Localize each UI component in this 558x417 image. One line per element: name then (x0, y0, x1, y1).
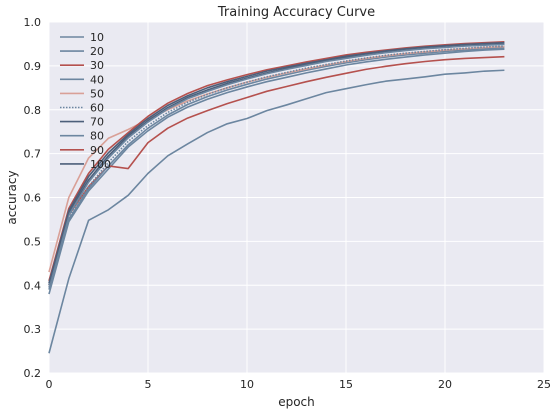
x-tick-label: 20 (438, 378, 452, 391)
legend-label-100: 100 (90, 158, 111, 171)
series-line-80 (48, 43, 505, 286)
y-tick-label: 0.2 (24, 367, 42, 380)
legend-label-80: 80 (90, 130, 104, 143)
x-axis-title: epoch (278, 395, 315, 409)
y-tick-label: 0.8 (24, 104, 42, 117)
legend-label-60: 60 (90, 102, 104, 115)
x-tick-label: 5 (145, 378, 152, 391)
legend-label-20: 20 (90, 45, 104, 58)
y-tick-label: 0.6 (24, 192, 42, 205)
y-tick-label: 1.0 (24, 16, 42, 29)
x-tick-label: 15 (339, 378, 353, 391)
x-tick-label: 0 (46, 378, 53, 391)
x-tick-label: 10 (240, 378, 254, 391)
legend-label-90: 90 (90, 144, 104, 157)
legend-label-70: 70 (90, 116, 104, 129)
series-line-90 (48, 40, 505, 282)
series-line-60 (48, 45, 505, 288)
legend-label-30: 30 (90, 59, 104, 72)
y-tick-label: 0.7 (24, 148, 42, 161)
x-tick-labels: 0 5 10 15 20 25 (46, 378, 552, 391)
legend-label-10: 10 (90, 31, 104, 44)
series-line-20 (48, 48, 505, 295)
y-tick-label: 0.9 (24, 60, 42, 73)
series-lines (48, 40, 505, 354)
x-tick-label: 25 (537, 378, 551, 391)
y-tick-label: 0.3 (24, 323, 42, 336)
y-tick-label: 0.4 (24, 279, 42, 292)
series-line-10 (48, 69, 505, 354)
y-tick-labels: 0.2 0.3 0.4 0.5 0.6 0.7 0.8 0.9 1.0 (24, 16, 42, 380)
legend-label-50: 50 (90, 87, 104, 100)
chart-title: Training Accuracy Curve (217, 5, 375, 20)
y-tick-label: 0.5 (24, 235, 42, 248)
series-line-30 (48, 55, 505, 286)
legend-label-40: 40 (90, 73, 104, 86)
y-axis-title: accuracy (5, 170, 19, 224)
series-line-40 (48, 47, 505, 290)
series-line-100 (48, 41, 505, 284)
